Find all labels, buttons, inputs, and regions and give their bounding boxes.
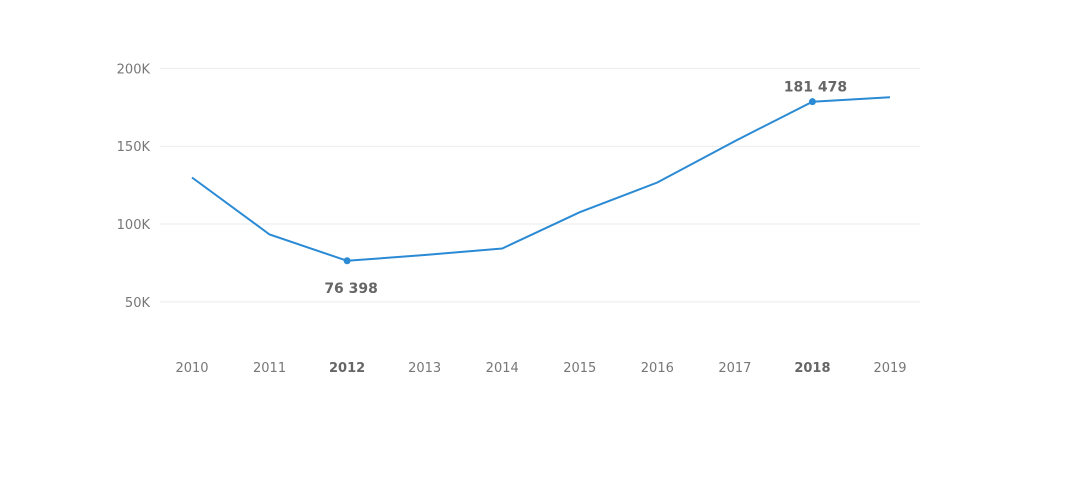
- x-tick-label: 2011: [253, 361, 286, 376]
- y-tick-label: 200K: [117, 62, 151, 77]
- y-tick-label: 50K: [125, 296, 151, 311]
- annotations: 76 398 181 478: [324, 80, 847, 297]
- data-label: 181 478: [784, 80, 847, 96]
- x-tick-label: 2018: [794, 361, 830, 376]
- x-tick-label: 2010: [175, 361, 208, 376]
- x-tick-label: 2012: [329, 361, 365, 376]
- x-axis-ticks: 2010 2011 2012 2013 2014 2015 2016 2017 2018 2019: [175, 361, 906, 376]
- series-line: [191, 96, 891, 262]
- highlight-point[interactable]: [808, 98, 816, 106]
- y-tick-label: 100K: [117, 218, 151, 233]
- series-layer: [191, 96, 891, 262]
- data-label: 76 398: [324, 281, 378, 297]
- x-tick-label: 2016: [641, 361, 674, 376]
- y-axis-ticks: 50K 100K 150K 200K: [117, 62, 151, 311]
- x-tick-label: 2015: [563, 361, 596, 376]
- x-tick-label: 2013: [408, 361, 441, 376]
- highlight-point[interactable]: [343, 257, 351, 265]
- x-tick-label: 2017: [718, 361, 751, 376]
- y-tick-label: 150K: [117, 140, 151, 155]
- grid-lines: [160, 67, 920, 303]
- x-tick-label: 2019: [873, 361, 906, 376]
- x-tick-label: 2014: [486, 361, 519, 376]
